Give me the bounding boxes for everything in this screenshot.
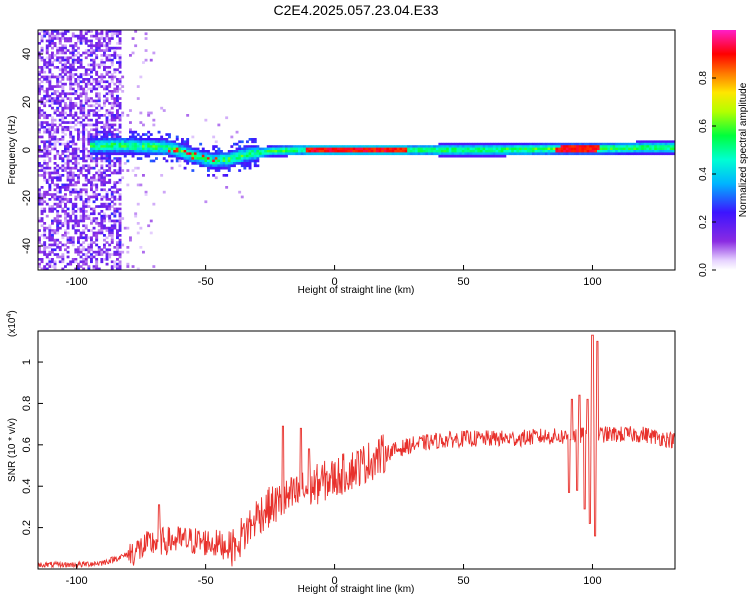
colorbar-tick-label: 0.8 — [698, 71, 709, 85]
chart-title: C2E4.2025.057.23.04.E33 — [273, 2, 438, 18]
snr-y-tick-label: 0.6 — [21, 437, 33, 452]
colorbar-ticks: 0.0 0.2 0.4 0.6 0.8 — [698, 71, 716, 277]
snr-y-tick-label: 0.8 — [21, 396, 33, 411]
snr-panel: -100 -50 0 50 100 0.2 0.4 0.6 0.8 1 Height of st… — [6, 310, 676, 595]
colorbar-tick-label: 0.2 — [698, 215, 709, 229]
snr-frame — [37, 330, 676, 570]
colorbar-label: Normalized spectral amplitude — [738, 82, 749, 217]
colorbar-tick-label: 0.4 — [698, 167, 709, 181]
snr-series-line — [38, 334, 675, 569]
spectrogram-panel: -100 -50 0 50 100 -40 -20 0 20 40 Height of stra… — [7, 29, 676, 296]
snr-x-tick-label: 100 — [583, 575, 601, 587]
spectrogram-y-tick-label: -20 — [21, 190, 33, 206]
snr-y-tick-label: 0.4 — [21, 479, 33, 494]
spectrogram-y-tick-label: 40 — [21, 48, 33, 60]
colorbar-tick-label: 0.0 — [698, 263, 709, 277]
spectrogram-x-tick-label: 0 — [332, 276, 338, 288]
spectrogram-x-tick-label: 100 — [583, 276, 601, 288]
spectrogram-x-tick-label: -100 — [66, 276, 88, 288]
snr-x-tick-label: 0 — [332, 575, 338, 587]
colorbar-tick-label: 0.6 — [698, 119, 709, 133]
spectrogram-heatmap — [38, 30, 675, 270]
spectrogram-y-tick-label: 20 — [21, 96, 33, 108]
spectrogram-x-label: Height of straight line (km) — [298, 285, 415, 296]
spectrogram-x-tick-label: 50 — [457, 276, 469, 288]
snr-y-label: SNR (10 * v/v) — [7, 418, 18, 482]
spectrogram-y-label: Frequency (Hz) — [7, 116, 18, 185]
snr-x-axis: -100 -50 0 50 100 — [66, 564, 602, 587]
spectrogram-x-axis: -100 -50 0 50 100 — [66, 265, 602, 288]
snr-x-label: Height of straight line (km) — [298, 584, 415, 595]
snr-y-tick-label: 1 — [21, 359, 33, 365]
snr-x-tick-label: 50 — [457, 575, 469, 587]
spectrogram-y-axis: -40 -20 0 20 40 — [21, 48, 43, 254]
spectrogram-y-tick-label: -40 — [21, 238, 33, 254]
snr-y-axis: 0.2 0.4 0.6 0.8 1 — [21, 359, 43, 535]
spectrogram-y-tick-label: 0 — [21, 147, 33, 153]
snr-x-tick-label: -50 — [198, 575, 214, 587]
colorbar-gradient — [712, 30, 736, 270]
snr-plot-area — [38, 331, 675, 569]
snr-y-tick-label: 0.2 — [21, 520, 33, 535]
spectrogram-x-tick-label: -50 — [198, 276, 214, 288]
snr-y-multiplier: (x104) — [6, 310, 18, 337]
colorbar: 0.0 0.2 0.4 0.6 0.8 Normalized spectral ampl… — [698, 30, 749, 277]
snr-x-tick-label: -100 — [66, 575, 88, 587]
